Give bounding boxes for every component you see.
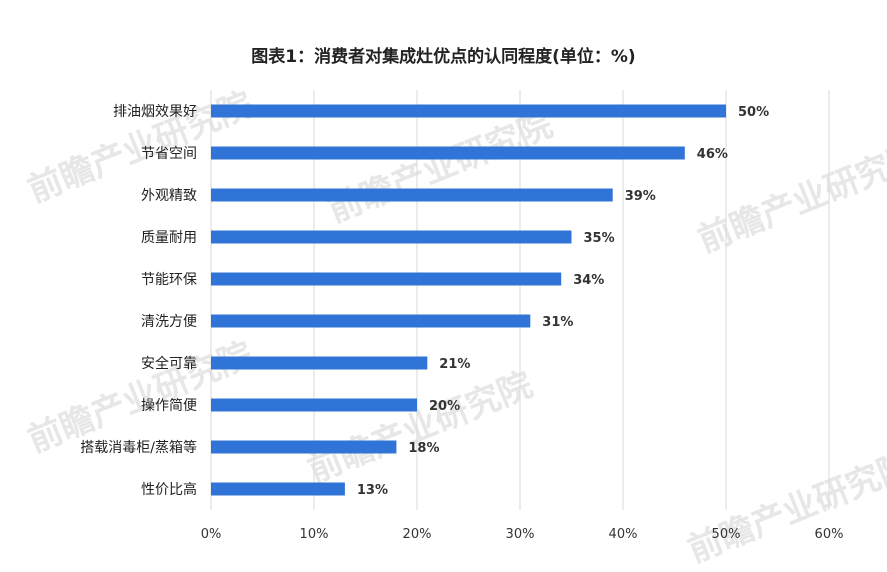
bar [211,230,572,244]
data-label: 50% [738,105,769,120]
bar [211,188,613,202]
x-tick-label: 10% [300,527,329,542]
bar [211,272,562,286]
category-label: 清洗方便 [141,314,197,330]
bar [211,104,726,118]
chart-title: 图表1：消费者对集成灶优点的认同程度(单位：%) [251,47,636,67]
category-label: 性价比高 [141,481,197,498]
category-label: 搭载消毒柜/蒸箱等 [80,439,197,456]
x-tick-label: 20% [403,527,432,542]
bar [211,314,531,328]
category-label: 节能环保 [141,272,197,288]
data-label: 21% [439,357,470,372]
bar [211,440,397,454]
data-label: 18% [408,441,439,456]
data-label: 34% [573,273,604,288]
x-tick-label: 50% [712,527,741,542]
x-tick-label: 30% [506,527,535,542]
data-label: 35% [584,231,615,246]
bar [211,146,685,160]
x-tick-label: 0% [201,527,222,542]
bar [211,482,345,496]
data-label: 39% [625,189,656,204]
bar [211,398,417,412]
x-tick-label: 60% [815,527,844,542]
data-label: 46% [697,147,728,162]
data-label: 31% [542,315,573,330]
category-label: 排油烟效果好 [113,104,197,120]
category-label: 操作简便 [141,397,197,414]
category-label: 质量耐用 [141,230,197,246]
category-label: 安全可靠 [141,355,197,372]
x-tick-label: 40% [609,527,638,542]
bar [211,356,428,370]
category-label: 外观精致 [141,188,197,204]
data-label: 20% [429,399,460,414]
category-label: 节省空间 [141,146,197,162]
data-label: 13% [357,483,388,498]
